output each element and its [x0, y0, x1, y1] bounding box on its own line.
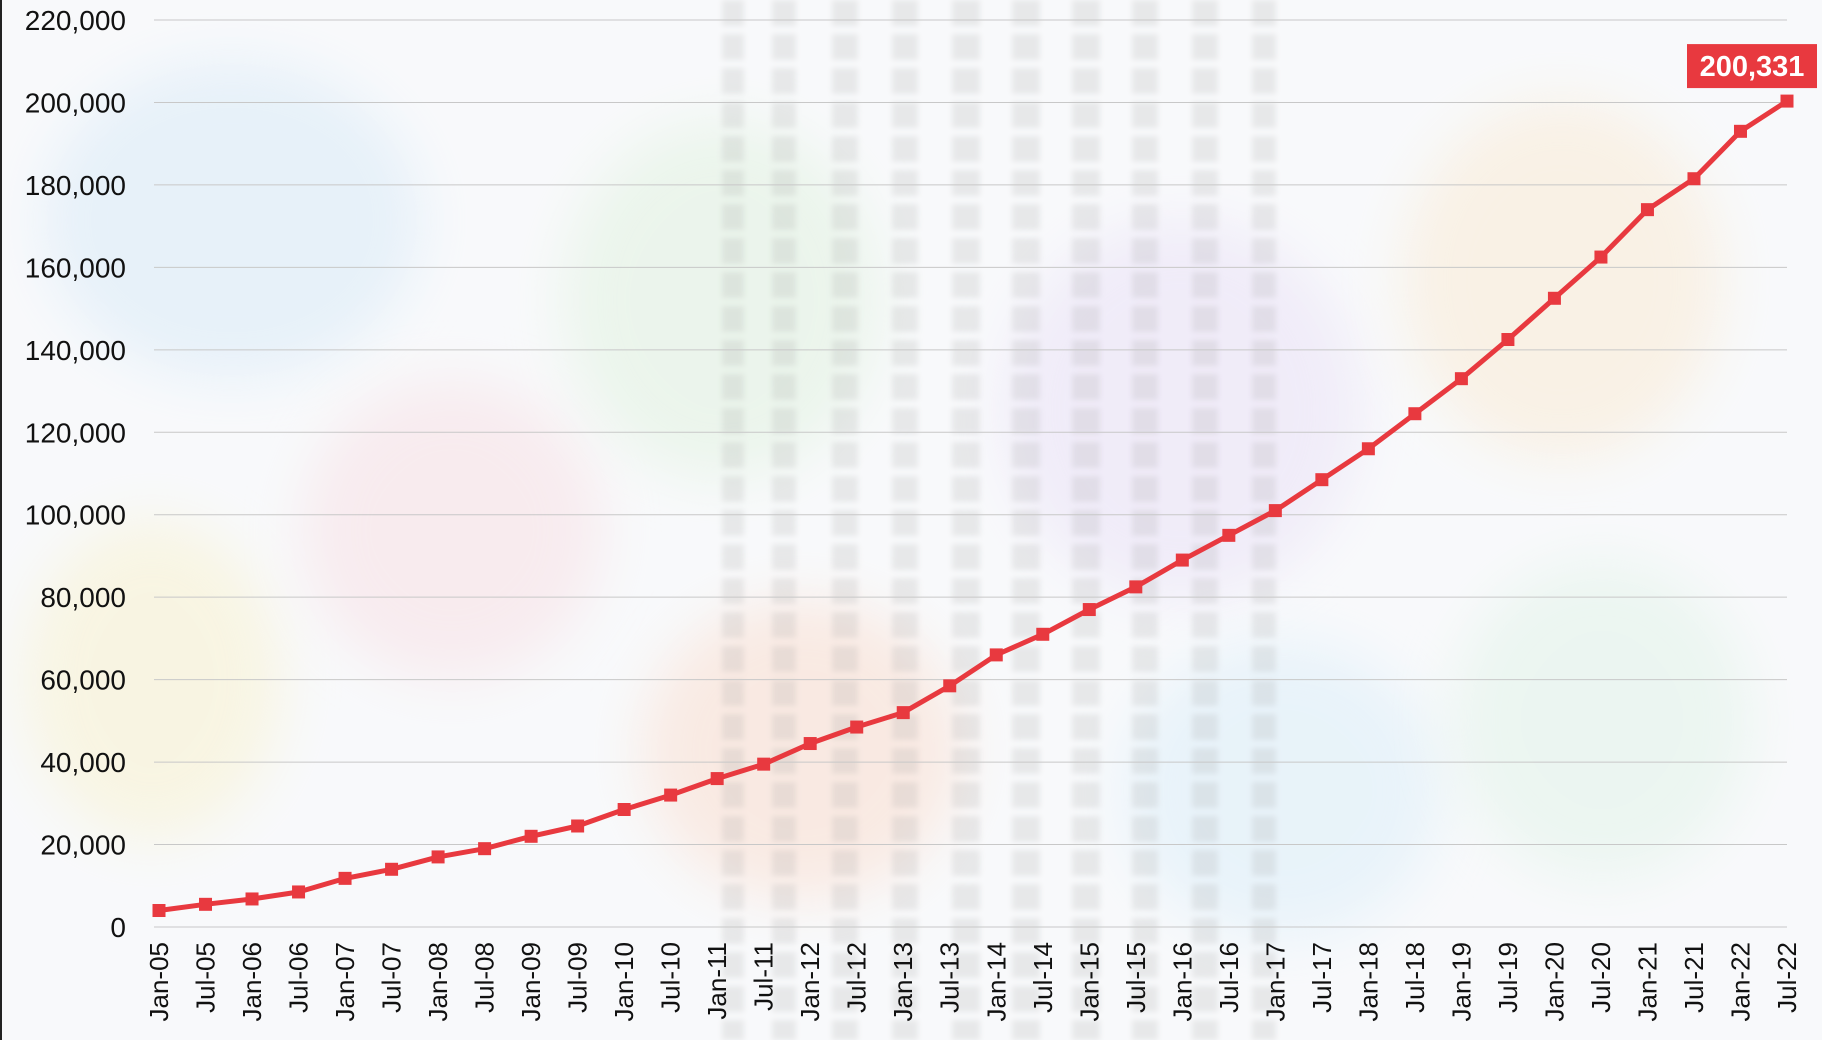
y-tick-label: 140,000 — [25, 335, 126, 366]
x-tick-label: Jan-12 — [795, 942, 825, 1022]
y-axis-tick-labels: 0 20,000 40,000 60,000 80,000 100,000 120,000 1… — [25, 5, 126, 943]
x-tick-label: Jul-08 — [470, 942, 500, 1013]
x-tick-label: Jan-18 — [1353, 942, 1383, 1022]
x-tick-label: Jul-13 — [935, 942, 965, 1013]
data-point-marker — [152, 904, 166, 918]
data-point-marker — [571, 819, 585, 833]
y-tick-label: 0 — [110, 912, 126, 943]
y-tick-label: 160,000 — [25, 252, 126, 283]
data-point-marker — [478, 842, 492, 856]
y-tick-label: 180,000 — [25, 170, 126, 201]
data-point-marker — [1733, 124, 1747, 138]
x-tick-label: Jan-22 — [1725, 942, 1755, 1022]
y-tick-label: 200,000 — [25, 87, 126, 118]
data-point-marker — [1408, 407, 1422, 421]
data-point-marker — [896, 706, 910, 720]
y-tick-label: 60,000 — [40, 665, 126, 696]
x-tick-label: Jan-08 — [423, 942, 453, 1022]
data-point-marker — [1547, 291, 1561, 305]
x-tick-label: Jan-11 — [702, 942, 732, 1020]
x-tick-label: Jan-13 — [888, 942, 918, 1022]
x-tick-label: Jul-10 — [656, 942, 686, 1013]
x-tick-label: Jan-19 — [1446, 942, 1476, 1022]
x-tick-label: Jul-19 — [1493, 942, 1523, 1013]
x-tick-label: Jan-05 — [144, 942, 174, 1022]
x-tick-label: Jan-20 — [1539, 942, 1569, 1022]
x-tick-label: Jul-05 — [191, 942, 221, 1013]
x-tick-label: Jul-07 — [377, 942, 407, 1013]
y-tick-label: 100,000 — [25, 500, 126, 531]
series-layer — [152, 94, 1794, 918]
data-point-marker — [431, 850, 445, 864]
x-tick-label: Jan-21 — [1632, 942, 1662, 1022]
data-point-marker — [1175, 553, 1189, 567]
data-point-marker — [1082, 603, 1096, 617]
data-point-marker — [292, 885, 306, 899]
x-tick-label: Jul-15 — [1121, 942, 1151, 1013]
data-point-marker — [1594, 250, 1608, 264]
data-point-marker — [1687, 172, 1701, 186]
x-tick-label: Jul-18 — [1400, 942, 1430, 1013]
data-point-marker — [1501, 333, 1515, 347]
callout-value-label: 200,331 — [1700, 51, 1805, 83]
data-point-marker — [757, 757, 771, 771]
x-tick-label: Jul-22 — [1772, 942, 1802, 1013]
x-tick-label: Jul-16 — [1214, 942, 1244, 1013]
x-tick-label: Jan-10 — [609, 942, 639, 1022]
x-axis-tick-labels: Jan-05 Jul-05 Jan-06 Jul-06 Jan-07 Jul-07 Jan-… — [144, 942, 1802, 1022]
x-tick-label: Jul-20 — [1586, 942, 1616, 1013]
data-point-marker — [617, 803, 631, 817]
x-tick-label: Jan-07 — [330, 942, 360, 1022]
y-tick-label: 120,000 — [25, 417, 126, 448]
data-point-marker — [1129, 580, 1143, 594]
y-tick-label: 220,000 — [25, 5, 126, 36]
data-point-marker — [245, 892, 259, 906]
data-point-marker — [664, 788, 678, 802]
callout-layer: 200,331 — [1687, 44, 1817, 89]
x-tick-label: Jul-21 — [1679, 942, 1709, 1013]
data-point-marker — [1268, 504, 1282, 518]
x-tick-label: Jul-14 — [1028, 942, 1058, 1013]
x-tick-label: Jan-15 — [1074, 942, 1104, 1022]
x-tick-label: Jan-09 — [516, 942, 546, 1022]
data-point-marker — [1036, 627, 1050, 641]
data-point-marker — [199, 897, 213, 911]
x-tick-label: Jan-06 — [237, 942, 267, 1022]
x-tick-label: Jan-16 — [1167, 942, 1197, 1022]
series-line — [158, 99, 1789, 913]
x-tick-label: Jul-09 — [563, 942, 593, 1013]
data-point-marker — [943, 679, 957, 693]
data-point-marker — [524, 829, 538, 843]
data-point-marker — [338, 871, 352, 885]
data-point-marker — [1361, 442, 1375, 456]
y-tick-label: 20,000 — [40, 830, 126, 861]
data-point-marker — [850, 720, 864, 734]
data-point-marker — [1640, 203, 1654, 217]
data-point-marker — [803, 737, 817, 751]
x-tick-label: Jan-17 — [1260, 942, 1290, 1022]
callout-box — [1687, 44, 1817, 89]
x-tick-label: Jul-17 — [1307, 942, 1337, 1013]
data-point-marker — [385, 862, 399, 876]
data-point-marker — [1454, 372, 1468, 386]
data-point-marker — [710, 772, 724, 786]
y-tick-label: 80,000 — [40, 582, 126, 613]
y-tick-label: 40,000 — [40, 747, 126, 778]
data-point-marker — [989, 648, 1003, 662]
data-point-marker — [1315, 473, 1329, 487]
gridlines — [154, 19, 1787, 928]
data-point-marker — [1780, 94, 1794, 108]
x-tick-label: Jan-14 — [981, 942, 1011, 1022]
x-tick-label: Jul-11 — [749, 942, 779, 1011]
x-tick-label: Jul-12 — [842, 942, 872, 1013]
data-point-marker — [1222, 528, 1236, 542]
x-tick-label: Jul-06 — [284, 942, 314, 1013]
